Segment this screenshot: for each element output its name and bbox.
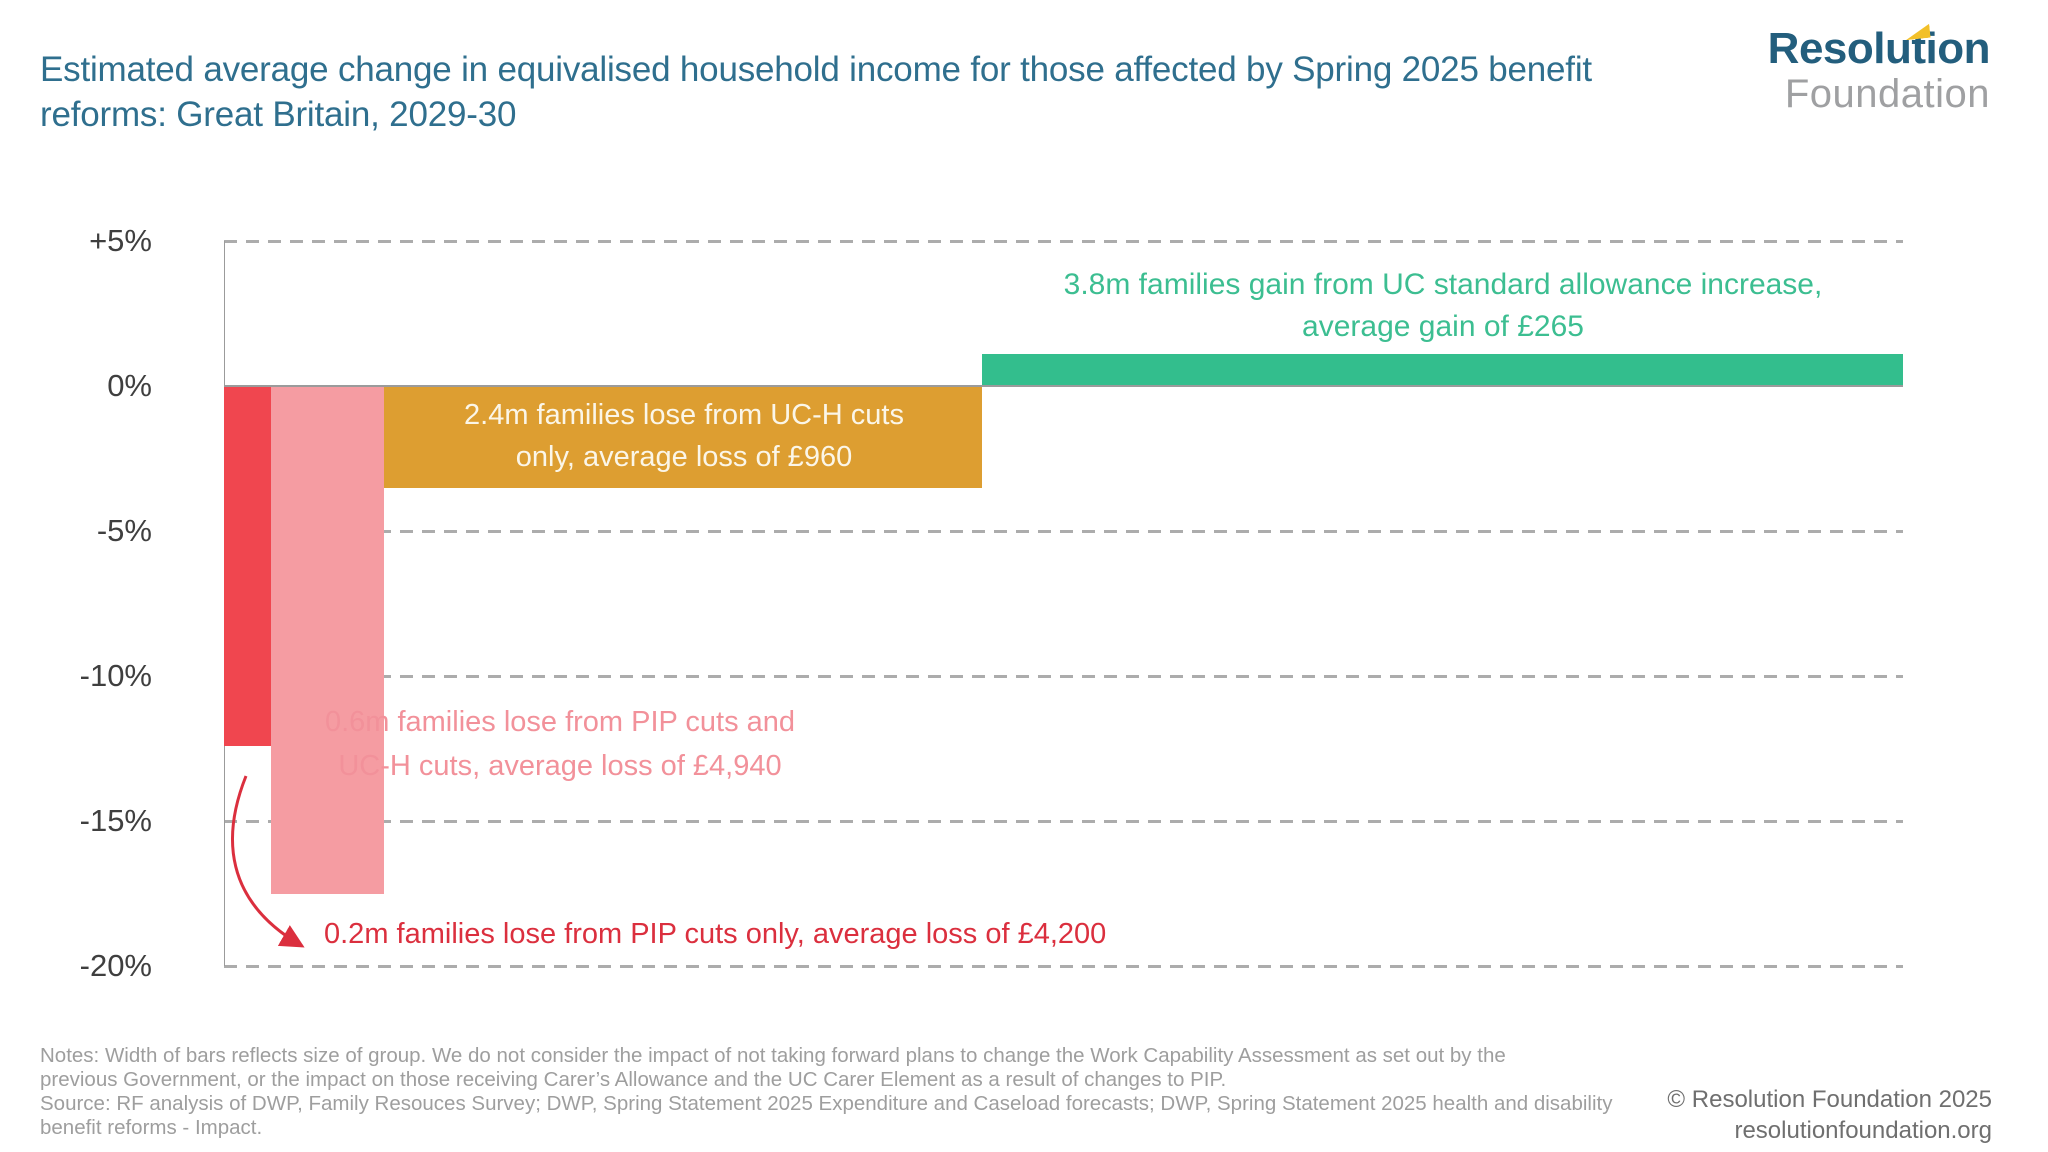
zero-baseline <box>224 385 1903 387</box>
annotation-uch-cuts-only: 2.4m families lose from UC-H cuts only, a… <box>385 394 983 478</box>
bar-uc-standard-allowance-gain <box>982 354 1903 386</box>
annotation-line: 2.4m families lose from UC-H cuts <box>464 399 904 431</box>
logo-wordmark-foundation: Foundation <box>1784 72 1990 116</box>
gridline-plus5pct <box>224 240 1903 243</box>
annotation-line: 0.2m families lose from PIP cuts only, a… <box>324 918 1107 950</box>
notes-line: Source: RF analysis of DWP, Family Resou… <box>40 1092 1613 1115</box>
resolution-foundation-logo: Resolution Foundation <box>1767 24 1991 116</box>
annotation-line: 3.8m families gain from UC standard allo… <box>1063 268 1823 301</box>
y-tick-label: -5% <box>96 513 152 548</box>
annotation-line: 0.6m families lose from PIP cuts and <box>324 706 796 738</box>
gridline--5pct <box>224 530 1903 533</box>
annotation-pip-and-uch-cuts: 0.6m families lose from PIP cuts and UC-H… <box>260 700 860 788</box>
annotation-pip-cuts-only: 0.2m families lose from PIP cuts only, a… <box>324 916 1106 952</box>
annotation-arrow-icon <box>231 775 305 948</box>
gridline--15pct <box>224 820 1903 823</box>
page-title: Estimated average change in equivalised … <box>40 50 1592 135</box>
copyright-block: © Resolution Foundation 2025 resolutionfo… <box>1667 1084 1992 1146</box>
logo-wordmark-resolution: Resolution <box>1767 24 1991 73</box>
bar-uch-cuts-only <box>384 386 983 488</box>
y-tick-label: -20% <box>79 948 152 983</box>
y-tick-label: -15% <box>79 803 152 838</box>
logo-word-resolution-text: Resolution <box>1767 24 1991 73</box>
chart-notes-and-source: Notes: Width of bars reflects size of gr… <box>40 1044 1612 1140</box>
bar-pip-and-uch-cuts <box>271 386 384 894</box>
y-tick-label: -10% <box>79 658 152 693</box>
annotation-line: average gain of £265 <box>1302 310 1584 343</box>
copyright-line: resolutionfoundation.org <box>1734 1117 1992 1144</box>
gridline--10pct <box>224 675 1903 678</box>
annotation-line: only, average loss of £960 <box>515 441 853 473</box>
annotation-uc-standard-allowance-gain: 3.8m families gain from UC standard allo… <box>983 264 1903 348</box>
notes-line: previous Government, or the impact on th… <box>40 1068 1227 1091</box>
notes-line: benefit reforms - Impact. <box>40 1116 263 1139</box>
y-tick-label: +5% <box>89 223 152 258</box>
bar-pip-cuts-only <box>224 386 271 746</box>
notes-line: Notes: Width of bars reflects size of gr… <box>40 1044 1506 1067</box>
copyright-line: © Resolution Foundation 2025 <box>1667 1086 1992 1113</box>
income-change-chart: +5% 0% -5% -10% -15% -20% 0.2m families lose f… <box>79 223 1903 983</box>
gridline--20pct <box>224 965 1903 968</box>
annotation-line: UC-H cuts, average loss of £4,940 <box>338 750 782 782</box>
y-tick-label: 0% <box>107 368 152 403</box>
